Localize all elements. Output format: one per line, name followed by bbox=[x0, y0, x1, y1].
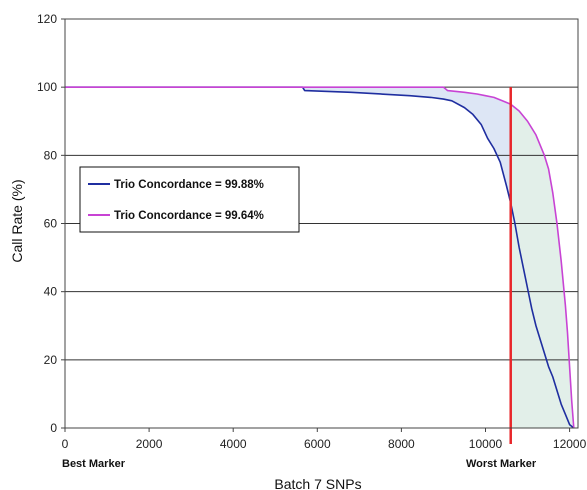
x-axis-ticks: 0 2000 4000 6000 8000 10000 12000 bbox=[62, 428, 587, 451]
series-line-1 bbox=[65, 86, 575, 429]
x-end-label-left: Best Marker bbox=[62, 458, 126, 470]
y-tick-label-0: 0 bbox=[50, 421, 57, 435]
y-tick-label-120: 120 bbox=[37, 12, 57, 26]
x-axis-title: Batch 7 SNPs bbox=[274, 476, 361, 490]
x-tick-label-2000: 2000 bbox=[136, 437, 163, 451]
legend: Trio Concordance = 99.88% Trio Concordan… bbox=[79, 166, 300, 233]
y-tick-label-80: 80 bbox=[44, 148, 58, 162]
y-tick-label-100: 100 bbox=[37, 80, 57, 94]
legend-label-series-1: Trio Concordance = 99.64% bbox=[114, 210, 264, 222]
x-tick-label-4000: 4000 bbox=[220, 437, 247, 451]
worst-markers-shade bbox=[510, 104, 574, 428]
y-tick-label-20: 20 bbox=[44, 353, 58, 367]
x-tick-label-8000: 8000 bbox=[388, 437, 415, 451]
series-line-0 bbox=[65, 86, 575, 429]
y-axis-ticks: 0 20 40 60 80 100 120 bbox=[37, 12, 65, 435]
between-curves-shade bbox=[300, 87, 511, 204]
y-tick-label-60: 60 bbox=[44, 217, 58, 231]
series-lines bbox=[65, 86, 575, 429]
x-end-label-right: Worst Marker bbox=[466, 458, 537, 470]
x-tick-label-10000: 10000 bbox=[469, 437, 503, 451]
x-tick-label-6000: 6000 bbox=[304, 437, 331, 451]
x-tick-label-0: 0 bbox=[62, 437, 69, 451]
legend-box bbox=[79, 166, 300, 233]
y-tick-label-40: 40 bbox=[44, 285, 58, 299]
y-axis-title: Call Rate (%) bbox=[9, 179, 25, 262]
x-tick-label-12000: 12000 bbox=[553, 437, 587, 451]
legend-label-series-0: Trio Concordance = 99.88% bbox=[114, 179, 264, 191]
